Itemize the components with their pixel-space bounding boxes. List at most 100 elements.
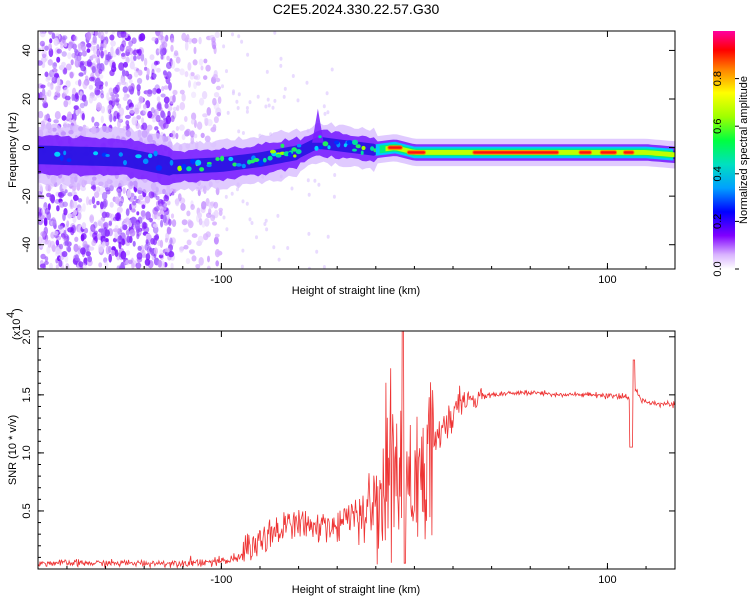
speckle-dot [110, 213, 115, 222]
speckle-dot [313, 178, 317, 183]
speckle-dot [175, 126, 180, 131]
speckle-dot [213, 92, 220, 98]
heat-blob [135, 154, 142, 159]
heat-blob [220, 155, 225, 162]
speckle-dot [70, 59, 74, 66]
speckle-dot [90, 45, 96, 51]
speckle-dot [237, 129, 241, 134]
speckle-dot [62, 67, 68, 75]
speckle-dot [44, 45, 49, 51]
speckle-dot [154, 206, 160, 212]
speckle-dot [187, 219, 192, 226]
speckle-dot [66, 245, 71, 252]
speckle-dot [115, 99, 119, 106]
speckle-dot [207, 255, 210, 263]
speckle-dot [146, 246, 152, 255]
speckle-dot [112, 237, 118, 243]
speckle-dot [236, 106, 240, 110]
speckle-dot [66, 241, 72, 247]
speckle-dot [119, 78, 125, 85]
heat-blob [352, 148, 357, 152]
speckle-dot [125, 250, 131, 256]
hot-streak-core [600, 151, 617, 154]
speckle-dot [114, 97, 120, 103]
speckle-dot [127, 73, 133, 80]
speckle-dot [141, 204, 146, 209]
heat-blob [318, 145, 323, 150]
speckle-dot [192, 59, 198, 66]
speckle-dot [81, 113, 85, 121]
x-tick-label: 100 [598, 274, 616, 286]
heat-blob [241, 163, 246, 169]
speckle-dot [163, 70, 167, 76]
speckle-dot [135, 262, 142, 269]
speckle-dot [125, 208, 130, 216]
heat-blob [275, 154, 282, 158]
heat-blob [322, 141, 329, 147]
speckle-dot [168, 218, 172, 226]
speckle-dot [212, 74, 218, 79]
y-tick-label: -20 [21, 188, 33, 204]
speckle-dot [291, 74, 295, 78]
speckle-dot [125, 229, 130, 236]
speckle-dot [159, 49, 165, 57]
speckle-dot [38, 60, 43, 66]
spectrogram-panel: -100 100 -40 -20 0 20 40 Height of straight l… [7, 30, 676, 297]
speckle-dot [105, 245, 110, 255]
speckle-dot [155, 195, 160, 201]
speckle-dot [55, 85, 61, 92]
heat-blob [191, 159, 195, 165]
speckle-dot [63, 42, 68, 48]
heat-blob [346, 140, 353, 145]
speckle-dot [82, 80, 88, 90]
heat-blob [169, 159, 174, 166]
speckle-dot [271, 105, 275, 110]
heat-blob [59, 155, 64, 161]
speckle-dot [133, 195, 137, 200]
spectrogram-x-ticks: -100 100 [66, 31, 647, 286]
speckle-dot [89, 215, 94, 222]
speckle-dot [161, 85, 165, 92]
speckle-dot [237, 92, 241, 97]
speckle-dot [40, 215, 45, 220]
speckle-dot [191, 91, 197, 99]
speckle-dot [161, 201, 168, 208]
speckle-dot [82, 240, 88, 250]
speckle-dot [103, 59, 110, 66]
speckle-dot [283, 86, 287, 91]
speckle-dot [110, 46, 114, 55]
speckle-dot [117, 103, 122, 109]
speckle-dot [147, 110, 153, 119]
speckle-dot [47, 82, 51, 87]
speckle-dot [101, 211, 108, 219]
speckle-dot [100, 228, 106, 237]
speckle-dot [49, 69, 55, 78]
speckle-dot [65, 80, 71, 88]
speckle-dot [54, 111, 61, 120]
speckle-dot [96, 186, 101, 193]
spectrogram-y-label: Frequency (Hz) [7, 112, 19, 188]
hot-streak-core [407, 151, 425, 154]
speckle-dot [166, 55, 170, 61]
speckle-dot [77, 51, 83, 57]
speckle-dot [62, 201, 68, 208]
speckle-dot [143, 104, 147, 110]
speckle-dot [91, 240, 97, 247]
speckle-dot [135, 122, 140, 130]
speckle-dot [95, 55, 100, 64]
speckle-dot [153, 108, 159, 117]
speckle-dot [69, 71, 74, 79]
speckle-dot [104, 81, 108, 87]
speckle-dot [103, 198, 108, 208]
speckle-dot [170, 262, 174, 269]
speckle-dot [109, 69, 115, 77]
speckle-dot [276, 213, 280, 218]
speckle-dot [183, 228, 189, 233]
speckle-dot [136, 211, 140, 216]
speckle-dot [136, 49, 140, 54]
x-tick-label: 100 [598, 574, 616, 586]
speckle-dot [94, 191, 100, 199]
speckle-dot [279, 63, 283, 68]
speckle-dot [326, 234, 330, 239]
speckle-dot [193, 133, 198, 139]
